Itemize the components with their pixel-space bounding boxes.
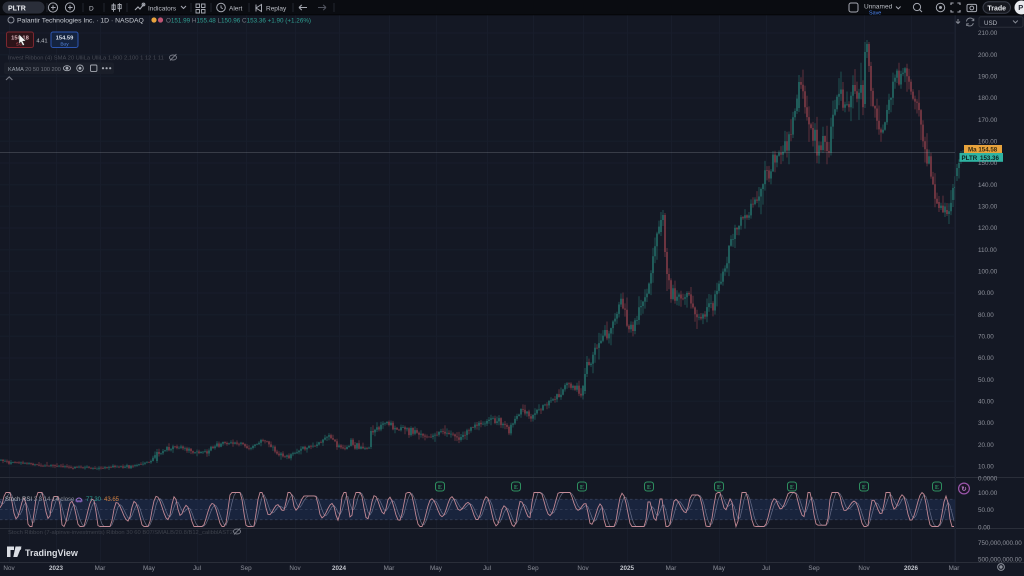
svg-text:↻: ↻	[961, 486, 967, 493]
svg-text:E: E	[647, 484, 651, 491]
svg-text:E: E	[580, 484, 584, 491]
svg-text:Sep: Sep	[240, 565, 252, 572]
svg-text:Mar: Mar	[949, 565, 960, 572]
svg-text:E: E	[935, 484, 939, 491]
svg-text:160.00: 160.00	[978, 139, 998, 146]
svg-text:40.00: 40.00	[978, 399, 994, 406]
svg-text:PLTR: PLTR	[962, 155, 978, 162]
svg-text:80.00: 80.00	[978, 312, 994, 319]
svg-text:Nov: Nov	[858, 565, 870, 572]
svg-text:Stoch Ribbon (7-alpinve-invest: Stoch Ribbon (7-alpinve-investments) Rib…	[8, 530, 233, 536]
svg-text:E: E	[514, 484, 518, 491]
svg-text:20.00: 20.00	[978, 442, 994, 449]
svg-text:Mar: Mar	[384, 565, 395, 572]
svg-text:Palantir Technologies Inc. · 1: Palantir Technologies Inc. · 1D · NASDAQ	[17, 18, 144, 25]
svg-text:180.00: 180.00	[978, 95, 998, 102]
svg-text:500,000,000.00: 500,000,000.00	[978, 557, 1022, 564]
svg-text:E: E	[790, 484, 794, 491]
svg-text:Nov: Nov	[577, 565, 589, 572]
svg-text:P: P	[1018, 3, 1023, 12]
svg-text:190.00: 190.00	[978, 74, 998, 81]
svg-text:140.00: 140.00	[978, 182, 998, 189]
svg-text:Sell: Sell	[16, 42, 24, 48]
svg-text:750,000,000.00: 750,000,000.00	[978, 540, 1022, 547]
svg-text:Unnamed: Unnamed	[864, 4, 893, 11]
svg-text:10.00: 10.00	[978, 464, 994, 471]
svg-text:TradingView: TradingView	[25, 548, 79, 558]
svg-text:KAMA 20 50 100 200: KAMA 20 50 100 200	[8, 67, 61, 73]
svg-text:130.00: 130.00	[978, 204, 998, 211]
svg-text:Buy: Buy	[60, 42, 69, 48]
svg-text:90.00: 90.00	[978, 290, 994, 297]
svg-text:110.00: 110.00	[978, 247, 997, 254]
svg-text:Sep: Sep	[808, 565, 820, 572]
svg-text:154.59: 154.59	[56, 35, 75, 41]
svg-text:2026: 2026	[904, 565, 919, 572]
svg-text:Mar: Mar	[95, 565, 106, 572]
svg-text:200.00: 200.00	[978, 52, 998, 59]
svg-text:2023: 2023	[49, 565, 64, 572]
svg-text:0.00: 0.00	[978, 525, 991, 532]
svg-text:170.00: 170.00	[978, 117, 998, 124]
svg-text:Sep: Sep	[527, 565, 539, 572]
svg-text:Replay: Replay	[266, 6, 287, 13]
svg-text:Indicators: Indicators	[148, 6, 177, 13]
svg-text:E: E	[862, 484, 866, 491]
svg-text:70.00: 70.00	[978, 334, 994, 341]
svg-text:May: May	[430, 565, 443, 572]
svg-text:D: D	[89, 6, 94, 13]
svg-text:Nov: Nov	[289, 565, 301, 572]
svg-text:Jul: Jul	[762, 565, 770, 572]
svg-text:Jul: Jul	[483, 565, 491, 572]
svg-text:Mar: Mar	[666, 565, 677, 572]
svg-text:60.00: 60.00	[978, 355, 994, 362]
svg-text:100.00: 100.00	[978, 490, 998, 497]
svg-text:USD: USD	[984, 20, 998, 27]
svg-text:2025: 2025	[620, 565, 635, 572]
svg-text:May: May	[713, 565, 726, 572]
svg-text:2024: 2024	[332, 565, 347, 572]
svg-text:0.0000: 0.0000	[978, 476, 998, 483]
svg-text:Trade: Trade	[987, 5, 1006, 12]
svg-text:100.00: 100.00	[978, 269, 998, 276]
svg-text:120.00: 120.00	[978, 225, 998, 232]
svg-text:E: E	[438, 484, 442, 491]
svg-text:77.30: 77.30	[86, 497, 102, 503]
svg-text:Alert: Alert	[229, 6, 243, 13]
svg-text:E: E	[717, 484, 721, 491]
svg-text:Stoch RSI 3 3 14 14 close: Stoch RSI 3 3 14 14 close	[5, 497, 75, 503]
svg-text:Nov: Nov	[3, 565, 15, 572]
svg-text:O151.99 H155.48 L150.96 C153.3: O151.99 H155.48 L150.96 C153.36 +1.90 (+…	[166, 18, 311, 25]
svg-text:150.00: 150.00	[978, 160, 998, 167]
svg-text:50.00: 50.00	[978, 507, 994, 514]
svg-text:43.65: 43.65	[104, 497, 120, 503]
svg-text:Ma 154.58: Ma 154.58	[968, 146, 998, 153]
svg-text:30.00: 30.00	[978, 420, 994, 427]
svg-text:May: May	[143, 565, 156, 572]
svg-text:Save: Save	[869, 10, 881, 16]
svg-text:50.00: 50.00	[978, 377, 994, 384]
svg-text:4.41: 4.41	[36, 38, 47, 44]
svg-text:210.00: 210.00	[978, 30, 998, 37]
svg-text:PLTR: PLTR	[8, 6, 26, 13]
svg-text:Jul: Jul	[193, 565, 201, 572]
svg-text:Invest Ribbon (4) SMA 20 UlliL: Invest Ribbon (4) SMA 20 UlliLa UlliLa 1…	[8, 56, 164, 62]
svg-text:153.36: 153.36	[980, 155, 999, 162]
